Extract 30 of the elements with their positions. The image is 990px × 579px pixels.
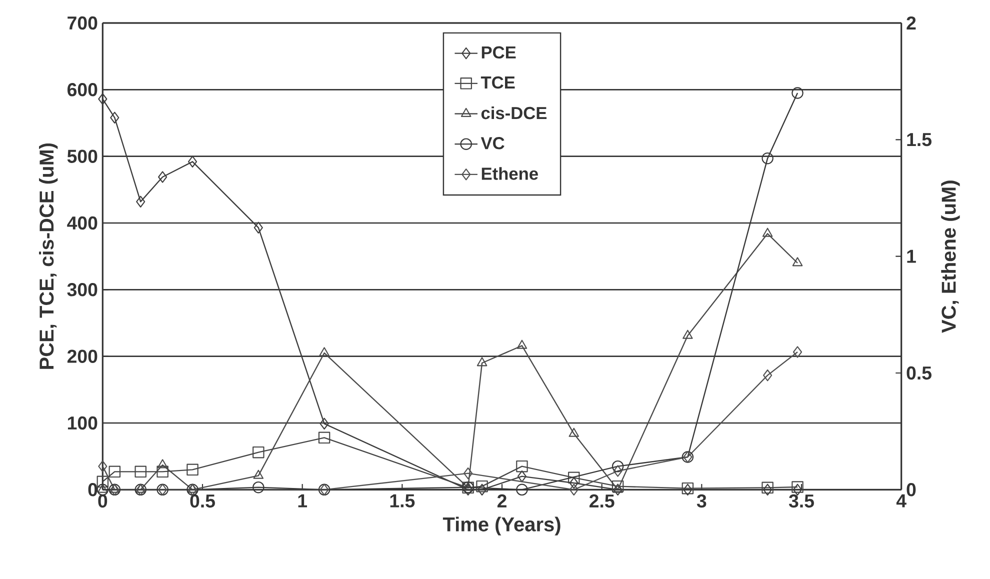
y2-tick-label: 1.5 [907,133,932,146]
x-tick-label: 0.5 [190,494,215,508]
x-tick-label: 0 [98,494,108,508]
y-tick-label: 0 [88,483,98,496]
y-tick-label: 700 [68,16,98,30]
x-tick-label: 1 [298,494,308,508]
y2-tick-label: 2 [906,16,916,30]
legend-label: PCE [482,46,516,59]
y-tick-label: 300 [67,283,98,296]
x-axis-title: Time (Years) [442,516,560,536]
y-tick-label: 200 [67,350,98,363]
y2-axis-title: VC, Ethene (uM) [941,180,960,333]
x-tick-label: 3.5 [788,494,814,508]
legend-label: cis-DCE [481,106,547,120]
x-tick-label: 2 [497,494,506,508]
x-tick-label: 3 [696,494,706,508]
y-tick-label: 100 [68,416,98,430]
y-axis-title: PCE, TCE, cis-DCE (uM) [39,143,58,369]
y-tick-label: 400 [67,216,98,230]
y2-tick-label: 1 [907,250,916,263]
legend-label: TCE [480,76,515,89]
x-tick-label: 2.5 [590,494,614,508]
legend-label: VC [480,137,504,150]
legend-label: Ethene [482,167,538,180]
y-tick-label: 500 [67,150,98,163]
y-tick-label: 600 [68,83,98,96]
x-tick-label: 1.5 [390,494,415,508]
y2-tick-label: 0.5 [906,366,932,380]
y2-tick-label: 0 [906,483,916,496]
x-tick-label: 4 [896,494,906,508]
